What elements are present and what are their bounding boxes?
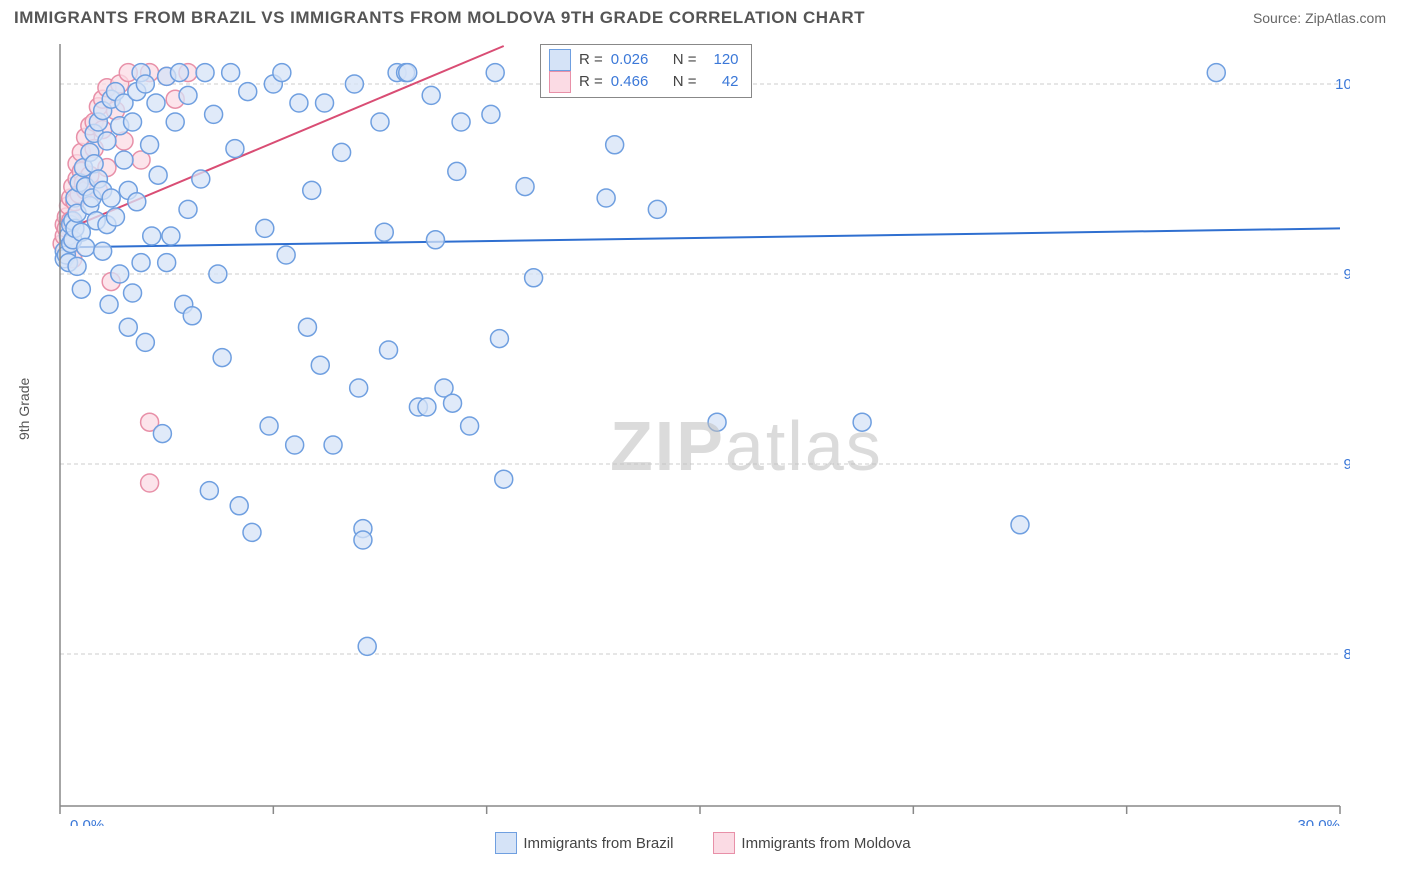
chart-source: Source: ZipAtlas.com bbox=[1253, 10, 1386, 26]
svg-text:100.0%: 100.0% bbox=[1335, 76, 1350, 93]
svg-text:95.0%: 95.0% bbox=[1343, 266, 1350, 283]
svg-text:0.0%: 0.0% bbox=[70, 817, 104, 826]
legend-item-moldova: Immigrants from Moldova bbox=[713, 832, 910, 854]
stats-row-brazil: R = 0.026N = 120 bbox=[549, 49, 739, 71]
stats-row-moldova: R = 0.466N = 42 bbox=[549, 71, 739, 93]
y-axis-label: 9th Grade bbox=[16, 378, 32, 440]
svg-text:90.0%: 90.0% bbox=[1343, 456, 1350, 473]
chart-header: IMMIGRANTS FROM BRAZIL VS IMMIGRANTS FRO… bbox=[0, 0, 1406, 32]
stats-legend: R = 0.026N = 120R = 0.466N = 42 bbox=[540, 44, 752, 98]
scatter-chart: 85.0% 90.0% 95.0% 100.0% 0.0% 30.0% bbox=[50, 36, 1350, 826]
swatch-brazil bbox=[495, 832, 517, 854]
legend-item-brazil: Immigrants from Brazil bbox=[495, 832, 673, 854]
chart-title: IMMIGRANTS FROM BRAZIL VS IMMIGRANTS FRO… bbox=[14, 8, 865, 28]
swatch-moldova bbox=[549, 71, 571, 93]
svg-text:30.0%: 30.0% bbox=[1297, 817, 1340, 826]
chart-area: 85.0%90.0%95.0%100.0%0.0%30.0% ZIPatlas … bbox=[50, 36, 1406, 826]
swatch-brazil bbox=[549, 49, 571, 71]
series-legend: Immigrants from Brazil Immigrants from Mo… bbox=[0, 832, 1406, 854]
svg-text:85.0%: 85.0% bbox=[1343, 646, 1350, 663]
swatch-moldova bbox=[713, 832, 735, 854]
